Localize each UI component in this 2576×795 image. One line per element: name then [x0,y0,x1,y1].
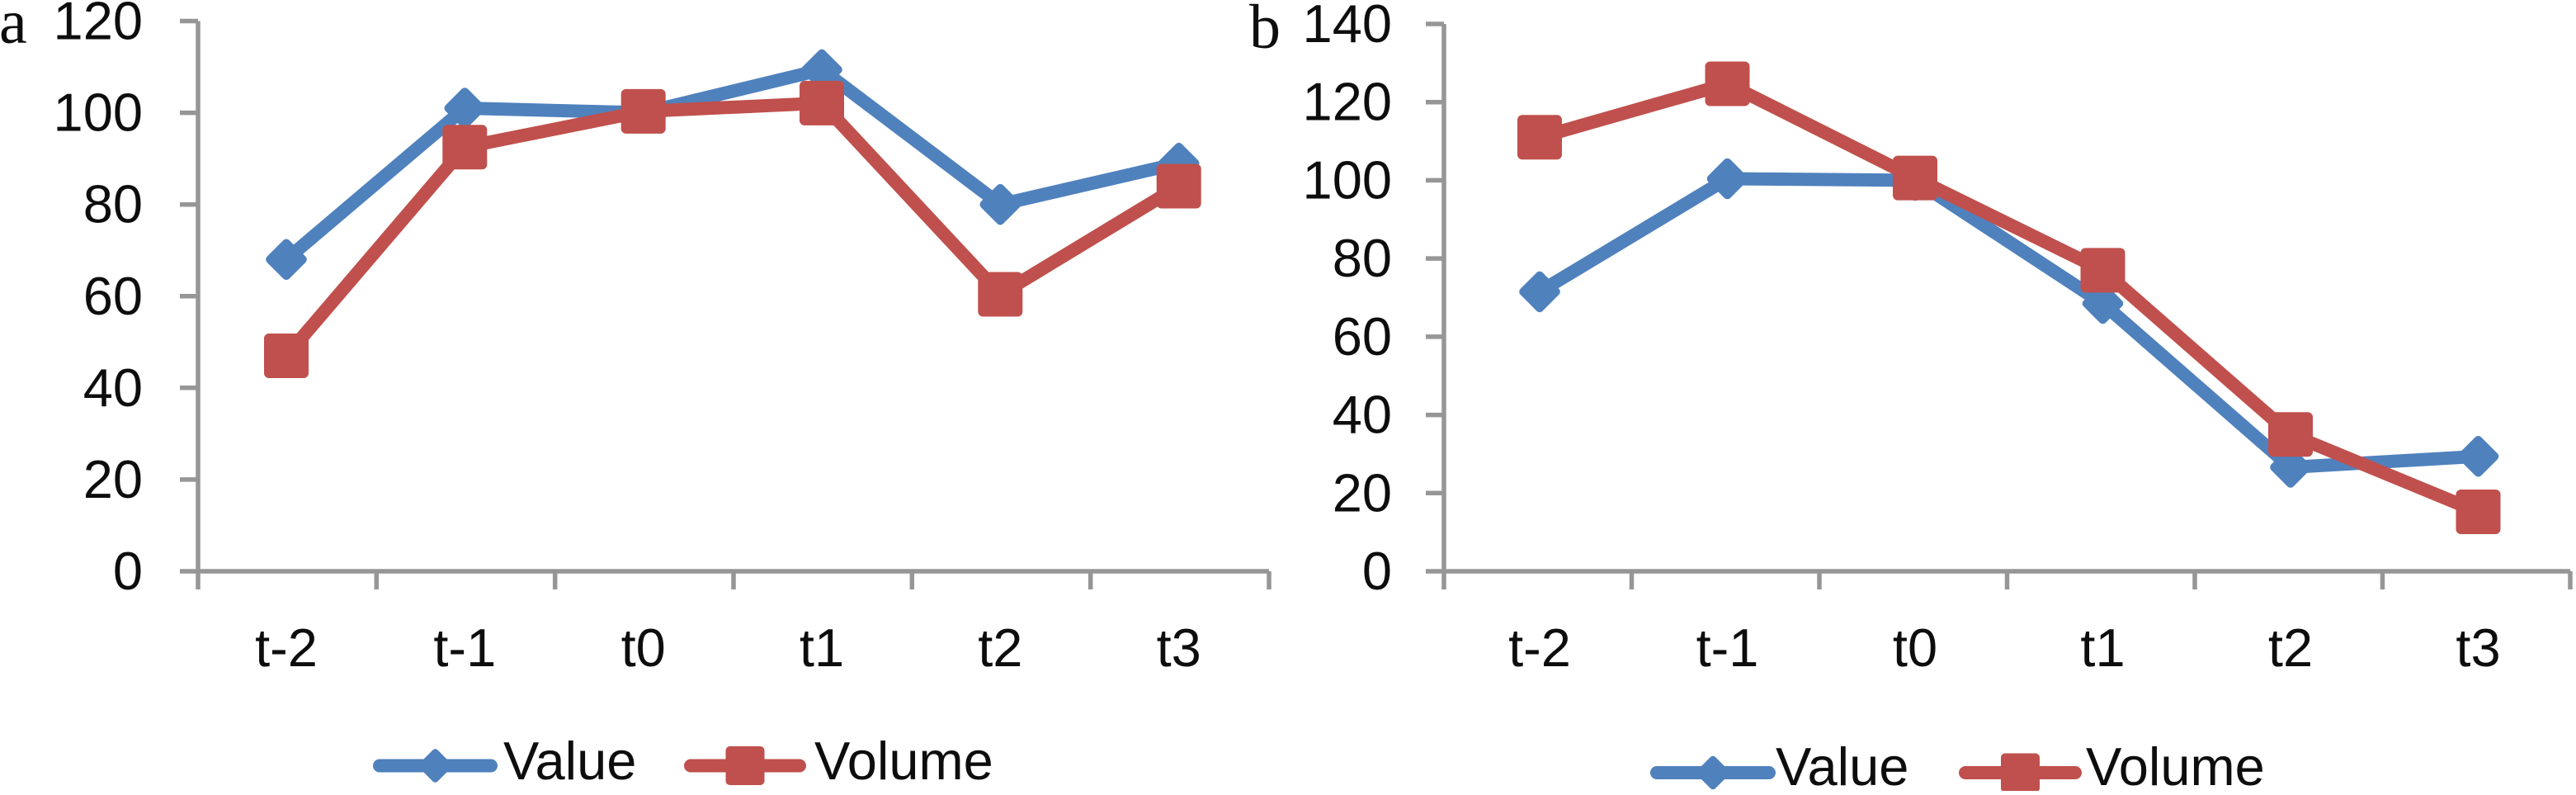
svg-text:a: a [0,0,27,57]
svg-text:Volume: Volume [814,731,993,791]
svg-text:t-2: t-2 [255,618,318,678]
svg-text:t1: t1 [800,618,844,678]
svg-text:t2: t2 [2268,618,2313,678]
svg-text:t0: t0 [1893,618,1937,678]
svg-text:t1: t1 [2080,618,2125,678]
svg-text:t3: t3 [2456,618,2500,678]
svg-text:40: 40 [83,357,143,418]
svg-text:140: 140 [1303,0,1392,54]
svg-text:60: 60 [83,266,143,326]
svg-text:100: 100 [1303,149,1392,210]
svg-text:t0: t0 [621,618,666,678]
svg-text:t-1: t-1 [1696,618,1759,678]
svg-text:t-2: t-2 [1508,618,1571,678]
svg-text:20: 20 [83,449,143,509]
svg-text:80: 80 [83,174,143,234]
svg-text:Value: Value [503,731,636,791]
svg-text:40: 40 [1333,385,1392,445]
svg-text:Value: Value [1776,736,1908,791]
svg-text:20: 20 [1333,462,1392,523]
svg-text:100: 100 [54,83,143,143]
svg-text:60: 60 [1333,306,1392,367]
svg-text:80: 80 [1333,228,1392,288]
svg-text:t2: t2 [978,618,1022,678]
svg-text:0: 0 [113,541,143,601]
svg-text:120: 120 [1303,72,1392,132]
svg-text:b: b [1249,0,1281,62]
svg-text:Volume: Volume [2086,736,2265,791]
svg-text:t3: t3 [1157,618,1201,678]
svg-text:t-1: t-1 [433,618,496,678]
svg-text:120: 120 [54,0,143,51]
svg-text:0: 0 [1362,541,1392,601]
